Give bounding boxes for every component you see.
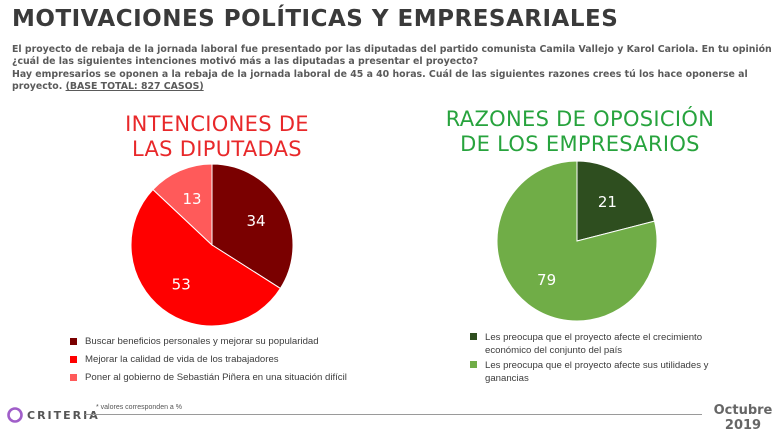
left-legend-item-2: Poner al gobierno de Sebastián Piñera en… — [70, 372, 400, 383]
report-month: Octubre — [713, 403, 773, 418]
left-legend-label-0: Buscar beneficios personales y mejorar s… — [85, 336, 319, 347]
footer-divider — [85, 414, 702, 415]
left-pie-slice-label-2: 13 — [183, 190, 202, 208]
left-legend-swatch-0 — [70, 338, 77, 345]
left-chart-title-line1: INTENCIONES DE — [125, 112, 309, 136]
left-legend-swatch-2 — [70, 374, 77, 381]
left-legend-label-2: Poner al gobierno de Sebastián Piñera en… — [85, 372, 347, 383]
report-date: Octubre 2019 — [706, 403, 780, 433]
question-1: El proyecto de rebaja de la jornada labo… — [12, 44, 772, 68]
left-pie-slice-label-0: 34 — [246, 212, 265, 230]
left-legend-label-1: Mejorar la calidad de vida de los trabaj… — [85, 354, 279, 365]
right-chart-title-line1: RAZONES DE OPOSICIÓN — [445, 107, 715, 131]
right-legend: Les preocupa que el proyecto afecte el c… — [470, 331, 740, 387]
left-pie-chart: 34 53 13 — [130, 163, 294, 327]
right-legend-swatch-1 — [470, 361, 477, 368]
right-legend-swatch-0 — [470, 333, 477, 340]
left-legend-item-1: Mejorar la calidad de vida de los trabaj… — [70, 354, 400, 365]
left-chart-title-line2: LAS DIPUTADAS — [132, 137, 302, 161]
right-pie-chart: 21 79 — [496, 160, 658, 322]
question-2: Hay empresarios se oponen a la rebaja de… — [12, 69, 777, 94]
right-legend-label-0: Les preocupa que el proyecto afecte el c… — [485, 332, 703, 356]
left-pie-slice-1 — [130, 188, 282, 327]
brand-name: CRITERIA — [27, 408, 100, 422]
left-pie-slice-label-1: 53 — [172, 276, 191, 294]
right-pie-slice-label-1: 79 — [537, 271, 556, 289]
question-2-text: Hay empresarios se oponen a la rebaja de… — [12, 68, 748, 93]
right-legend-item-0: Les preocupa que el proyecto afecte el c… — [470, 331, 740, 357]
right-pie-slice-label-0: 21 — [598, 193, 617, 211]
intro-text: El proyecto de rebaja de la jornada labo… — [12, 44, 777, 94]
brand-logo: CRITERIA — [6, 406, 100, 424]
right-pie-slice-1 — [496, 160, 658, 322]
footnote: * valores corresponden a % — [96, 404, 182, 411]
right-pie-slice-0 — [576, 160, 656, 242]
right-chart-title: RAZONES DE OPOSICIÓN DE LOS EMPRESARIOS — [430, 107, 730, 157]
base-total: (BASE TOTAL: 827 CASOS) — [65, 81, 204, 93]
left-legend-item-0: Buscar beneficios personales y mejorar s… — [70, 336, 400, 347]
criteria-logo-icon — [7, 407, 23, 423]
left-legend: Buscar beneficios personales y mejorar s… — [70, 336, 400, 390]
report-year: 2019 — [724, 418, 762, 433]
left-chart-title: INTENCIONES DE LAS DIPUTADAS — [92, 112, 342, 162]
left-legend-swatch-1 — [70, 356, 77, 363]
right-chart-title-line2: DE LOS EMPRESARIOS — [460, 132, 700, 156]
right-legend-item-1: Les preocupa que el proyecto afecte sus … — [470, 359, 740, 385]
left-pie-slice-2 — [152, 163, 213, 247]
right-legend-label-1: Les preocupa que el proyecto afecte sus … — [485, 360, 709, 384]
page-title: MOTIVACIONES POLÍTICAS Y EMPRESARIALES — [12, 6, 619, 32]
